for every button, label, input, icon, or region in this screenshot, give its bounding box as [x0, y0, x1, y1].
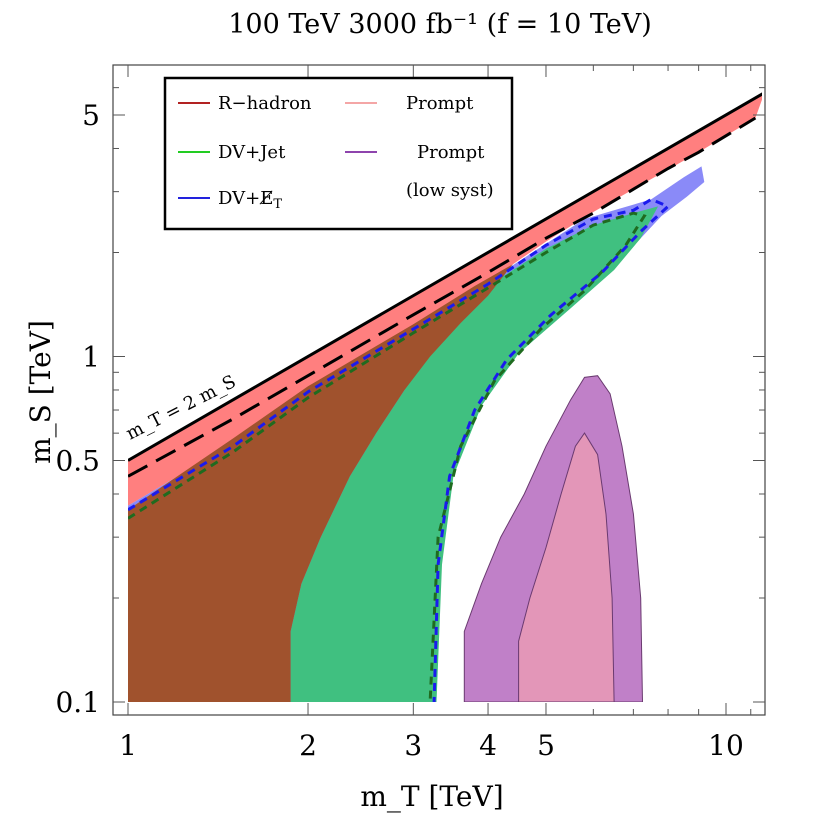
axes: 1 2 3 4 5 10 0.1 0.5 1 5 — [55, 65, 765, 762]
rhadron-dashed-line — [128, 116, 757, 478]
y-tick-label: 5 — [82, 99, 100, 132]
legend-label: R−hadron — [218, 93, 312, 114]
legend-box — [163, 76, 514, 231]
x-tick-label: 4 — [479, 729, 497, 762]
y-axis-label: m_S [TeV] — [24, 320, 57, 464]
legend-label: Prompt — [417, 142, 485, 163]
y-tick-label: 0.5 — [55, 445, 100, 478]
x-tick-label: 2 — [299, 729, 317, 762]
chart-title: 100 TeV 3000 fb⁻¹ (f = 10 TeV) — [228, 9, 652, 40]
y-tick-label: 0.1 — [55, 686, 100, 719]
x-tick-label: 10 — [708, 729, 744, 762]
dvmet-dashed-line — [128, 197, 671, 702]
legend-label: DV+E̸T — [218, 188, 282, 212]
x-axis-label: m_T [TeV] — [360, 780, 503, 813]
legend: R−hadron Prompt DV+Jet Prompt (low syst) DV+E… — [163, 76, 514, 231]
plot-content — [128, 92, 762, 702]
prompt-region — [518, 432, 615, 702]
legend-label: DV+Jet — [218, 142, 286, 163]
dvjet-region — [290, 206, 659, 702]
kinematic-limit-line — [128, 92, 762, 462]
legend-sublabel: (low syst) — [406, 180, 494, 201]
plot-area — [128, 92, 762, 702]
x-tick-label: 1 — [119, 729, 137, 762]
legend-label: Prompt — [406, 93, 474, 114]
y-tick-label: 1 — [82, 340, 100, 373]
x-tick-label: 5 — [537, 729, 555, 762]
x-tick-label: 3 — [404, 729, 422, 762]
brown-region — [128, 264, 513, 702]
